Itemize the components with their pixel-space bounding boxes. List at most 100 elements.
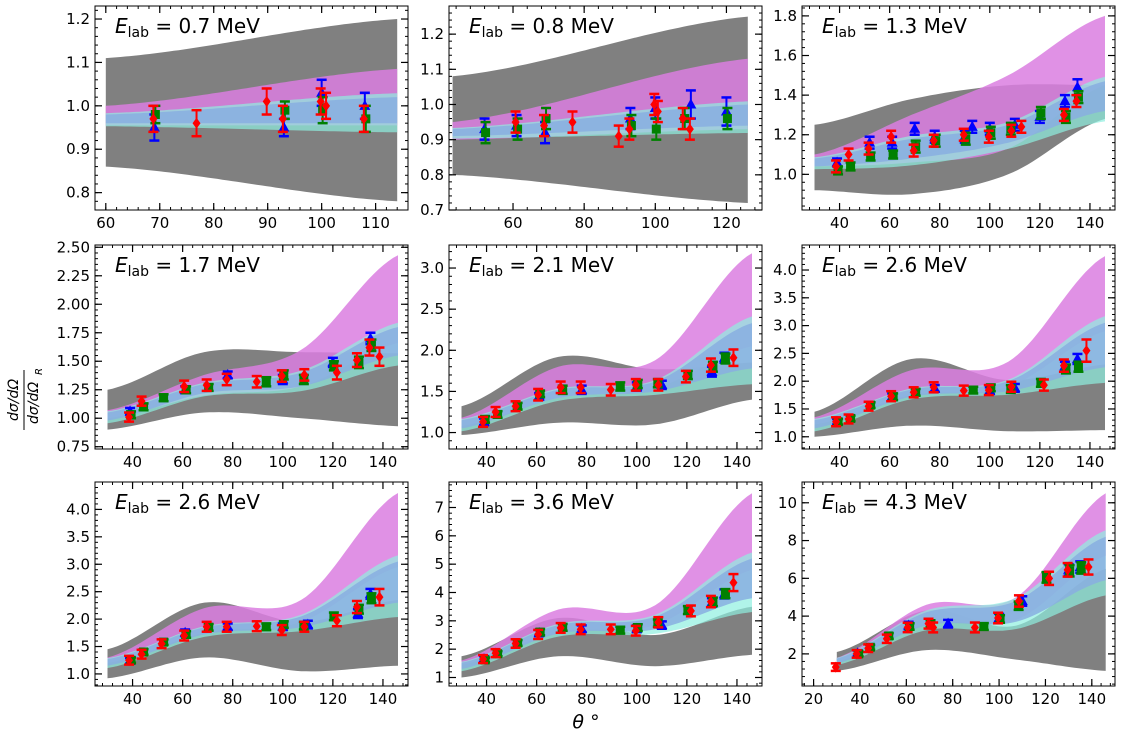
- data-red-point: [252, 376, 261, 388]
- data-red-point: [137, 395, 146, 407]
- y-tick-label: 1.0: [773, 165, 797, 183]
- y-axis-label-numerator: dσ/dΩ: [6, 379, 22, 421]
- y-tick-label: 0.8: [66, 184, 90, 202]
- x-axis-label: θ °: [572, 711, 599, 733]
- x-tick-label: 110: [361, 214, 390, 232]
- y-tick-label: 1.2: [66, 10, 90, 28]
- panel-title-symbol: E: [469, 490, 482, 514]
- data-green-point: [986, 128, 996, 138]
- data-red-point: [1084, 561, 1093, 573]
- data-red-point: [125, 411, 134, 423]
- y-tick-label: 3.0: [420, 259, 444, 277]
- data-red-point: [375, 591, 384, 603]
- data-red-point: [614, 130, 623, 142]
- data-red-point: [606, 384, 615, 396]
- panel-title-symbol: E: [822, 14, 835, 38]
- data-red-point: [1007, 381, 1016, 393]
- panel-2: 60 80 100 120 0.7 0.8 0.9 1.0 1.1 1.2 Elab = 0.8 M…: [420, 5, 763, 232]
- panel-frame: [94, 5, 409, 211]
- x-tick-label: 40: [850, 690, 869, 708]
- x-tick-label: 100: [641, 214, 670, 232]
- panel-title: Elab = 1.3 MeV: [822, 14, 967, 41]
- x-tick-label: 140: [1076, 214, 1105, 232]
- data-red-point: [929, 135, 938, 147]
- data-red-point: [864, 400, 873, 412]
- model-band-blue: [107, 327, 398, 421]
- y-tick-label: 1.5: [773, 400, 797, 418]
- data-red-point: [262, 95, 271, 107]
- y-tick-label: 0.7: [420, 201, 444, 219]
- panel-title-subscript: lab: [835, 264, 856, 280]
- x-tick-label: 120: [673, 690, 702, 708]
- model-band-blue: [814, 81, 1105, 167]
- panel-frame: [448, 481, 763, 687]
- panel-title-value: = 2.6 MeV: [856, 253, 967, 277]
- panel-title-value: = 0.7 MeV: [149, 14, 260, 38]
- panel-title-subscript: lab: [835, 25, 856, 41]
- data-red-point: [576, 623, 585, 635]
- model-band-magenta: [107, 493, 398, 663]
- data-red-point: [832, 160, 841, 172]
- data-red-point: [994, 612, 1003, 624]
- y-tick-label: 2: [434, 640, 444, 658]
- data-red-point: [654, 616, 663, 628]
- y-axis-label-subscript: R: [34, 368, 45, 375]
- panel-title-subscript: lab: [482, 264, 503, 280]
- x-tick-label: 80: [577, 690, 596, 708]
- y-tick-label: 3: [434, 612, 444, 630]
- data-red-point: [654, 379, 663, 391]
- panel-frame: [801, 5, 1116, 211]
- data-red-point: [180, 380, 189, 392]
- panel-title-symbol: E: [822, 490, 835, 514]
- y-tick-label: 1.0: [66, 97, 90, 115]
- x-tick-label: 100: [622, 453, 651, 471]
- data-red-point: [984, 131, 993, 143]
- data-blue-point: [1059, 95, 1071, 106]
- y-tick-label: 0.9: [66, 140, 90, 158]
- data-red-point: [359, 113, 368, 125]
- x-tick-label: 90: [258, 214, 277, 232]
- data-red-point: [625, 123, 634, 135]
- y-tick-label: 1.0: [420, 424, 444, 442]
- data-blue-point: [909, 122, 921, 133]
- y-tick-label: 1.75: [57, 324, 90, 342]
- panel-frame: [94, 481, 409, 687]
- data-red-point: [556, 622, 565, 634]
- x-tick-label: 60: [527, 690, 546, 708]
- data-green-point: [541, 114, 551, 124]
- plot-area: [814, 15, 1105, 195]
- panel-title-subscript: lab: [128, 25, 149, 41]
- data-red-point: [576, 381, 585, 393]
- data-green-point: [261, 377, 271, 387]
- x-tick-label: 120: [319, 453, 348, 471]
- data-red-point: [352, 354, 361, 366]
- y-tick-label: 4.0: [66, 500, 90, 518]
- data-red-point: [685, 123, 694, 135]
- x-tick-label: 60: [880, 214, 899, 232]
- data-red-point: [137, 648, 146, 660]
- data-red-point: [300, 369, 309, 381]
- y-tick-label: 2.5: [773, 344, 797, 362]
- y-tick-label: 0.75: [57, 438, 90, 456]
- panel-title: Elab = 0.7 MeV: [115, 14, 260, 41]
- panel-title-symbol: E: [469, 14, 482, 38]
- model-band-magenta: [461, 253, 752, 426]
- data-red-point: [681, 371, 690, 383]
- data-red-point: [887, 390, 896, 402]
- x-tick-label: 60: [897, 690, 916, 708]
- data-red-point: [222, 621, 231, 633]
- data-green-point: [1061, 364, 1071, 374]
- model-band-grey: [461, 606, 752, 678]
- data-red-point: [984, 384, 993, 396]
- data-red-point: [491, 647, 500, 659]
- data-red-point: [1063, 564, 1072, 576]
- panel-title-symbol: E: [822, 253, 835, 277]
- data-green-point: [722, 114, 732, 124]
- data-red-point: [278, 113, 287, 125]
- x-tick-label: 80: [577, 453, 596, 471]
- panel-9: 20 40 60 80 100 120 140 2 4 6 8 10 Elab = 4.3 MeV: [778, 481, 1116, 708]
- data-green-point: [1076, 563, 1086, 573]
- plot-area: [461, 493, 752, 678]
- x-tick-label: 140: [369, 690, 398, 708]
- data-green-point: [261, 622, 271, 632]
